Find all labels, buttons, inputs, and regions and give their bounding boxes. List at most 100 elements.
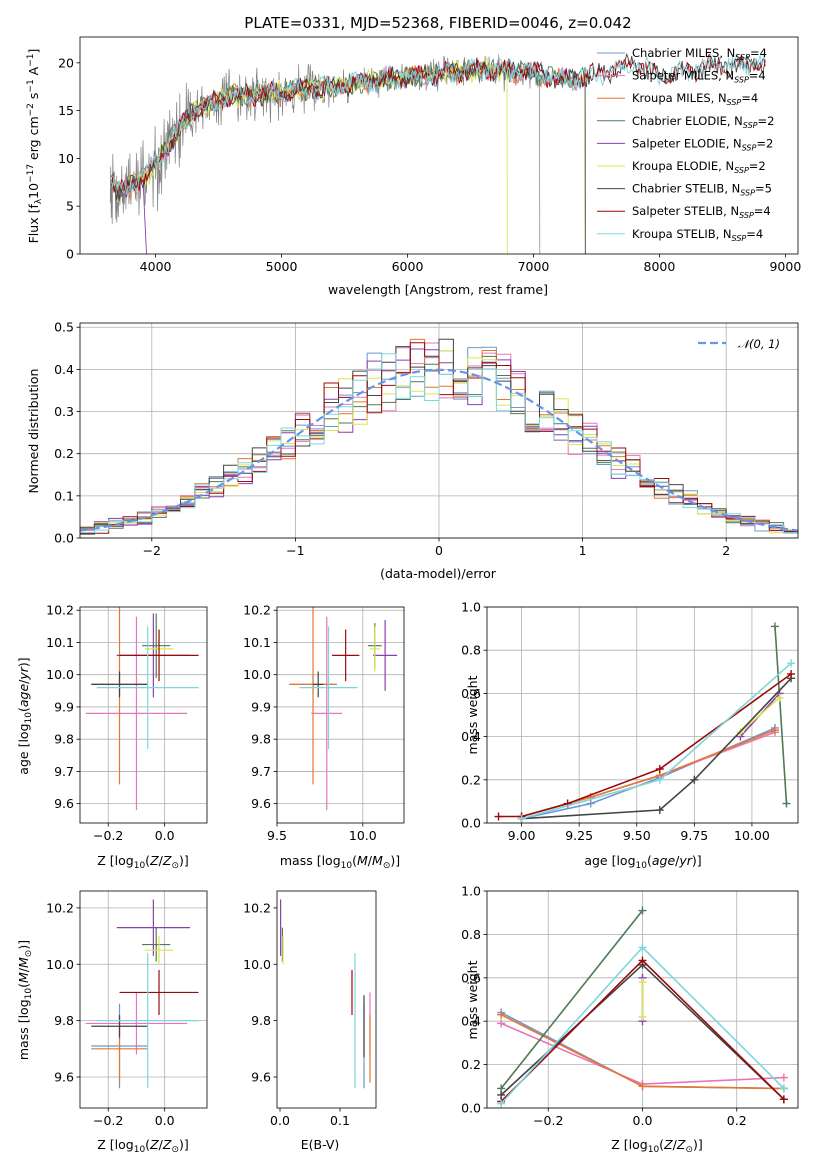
y-tick-label: 0.2 xyxy=(461,1057,481,1072)
series-marker xyxy=(787,659,796,668)
legend-entry: Kroupa ELODIE, NSSP=2 xyxy=(632,159,766,175)
y-tick-label: 9.6 xyxy=(54,1070,74,1085)
kroupa-stelib-series xyxy=(517,659,796,823)
axes-frame xyxy=(486,606,799,824)
series-line xyxy=(521,677,792,820)
series-marker xyxy=(638,1012,647,1021)
salpeter-elodie-point xyxy=(116,899,191,956)
kroupa-stelib-point xyxy=(96,626,199,749)
x-tick-label: 9000 xyxy=(769,259,801,274)
x-tick-label: 5000 xyxy=(266,259,298,274)
legend-subscript: SSP xyxy=(742,143,757,152)
legend-value: =2 xyxy=(756,136,773,150)
y-tick-label: 0.0 xyxy=(54,531,74,546)
kroupa-miles-model-line xyxy=(111,60,586,254)
y-tick-label: 0.8 xyxy=(461,643,481,658)
legend-value: =2 xyxy=(749,159,766,173)
salpeter-elodie-point xyxy=(373,619,398,691)
weight-vs-age-panel: 9.00 9.25 9.50 9.75 10.000.00.20.40.60.81.0 … xyxy=(461,600,799,871)
legend-entry: 𝒩(0, 1) xyxy=(738,337,780,351)
kroupa-stelib-histogram xyxy=(80,353,798,534)
weight-vs-Z-ylabel: mass weight xyxy=(465,960,480,1039)
y-tick-label: 10.1 xyxy=(243,635,271,650)
axes-frame xyxy=(276,606,405,824)
weight-vs-Z-xlabel: Z [log10(Z/Z⊙)] xyxy=(611,1137,703,1155)
series-line xyxy=(498,673,792,818)
x-tick-label: 10.0 xyxy=(349,828,377,843)
kroupa-elodie-series xyxy=(736,693,784,737)
spectrum-title: PLATE=0331, MJD=52368, FIBERID=0046, z=0… xyxy=(244,14,631,32)
age-vs-Z-xlabel: Z [log10(Z/Z⊙)] xyxy=(97,853,189,871)
residuals-panel: −2 −1 0 1 2 0.0 0.1 0.2 0.3 0.4 0.5 (data-model)/e… xyxy=(26,320,799,581)
legend-value: =4 xyxy=(750,46,767,60)
x-tick-label: −1 xyxy=(286,543,304,558)
y-tick-label: 9.9 xyxy=(251,699,271,714)
salpeter-miles-point xyxy=(85,616,188,811)
legend-value: =4 xyxy=(741,91,758,105)
plot-content xyxy=(497,906,788,1108)
kroupa-elodie-point xyxy=(369,626,380,672)
series-marker xyxy=(638,1082,647,1091)
kroupa-stelib-model-line xyxy=(111,53,766,195)
x-tick-label: 2 xyxy=(722,543,730,558)
series-marker xyxy=(655,806,664,815)
plot-content xyxy=(85,899,199,1089)
legend-entry: Kroupa MILES, NSSP=4 xyxy=(632,91,758,107)
residuals-ylabel: Normed distribution xyxy=(26,369,41,494)
mass-vs-Z-xlabel: Z [log10(Z/Z⊙)] xyxy=(97,1137,189,1155)
chabrier-stelib-point xyxy=(91,1015,148,1038)
legend-value: =4 xyxy=(749,69,766,83)
y-tick-label: 10.2 xyxy=(46,603,74,618)
plot-content xyxy=(280,899,371,1089)
series-line xyxy=(774,626,788,804)
y-tick-label: 0.4 xyxy=(461,729,481,744)
salpeter-miles-point xyxy=(85,992,188,1055)
residuals-legend: 𝒩(0, 1) xyxy=(698,337,780,351)
mass-vs-extinction-panel: 0.0 0.1 9.6 9.8 10.0 10.2 E(B-V) xyxy=(243,890,377,1152)
kroupa-stelib-series xyxy=(497,943,788,1108)
salpeter-miles-point xyxy=(311,616,343,811)
y-tick-label: 0.6 xyxy=(461,970,481,985)
y-tick-label: 15 xyxy=(58,103,74,118)
x-tick-label: −2 xyxy=(143,543,161,558)
x-tick-label: 6000 xyxy=(392,259,424,274)
axes-frame xyxy=(486,890,799,1109)
series-marker xyxy=(638,978,647,987)
axes-frame xyxy=(276,890,377,1109)
series-marker xyxy=(517,814,526,823)
normal-curve-line xyxy=(80,368,798,532)
chabrier-elodie-series xyxy=(770,622,791,808)
plot-content xyxy=(109,52,766,254)
y-tick-label: 1.0 xyxy=(461,600,481,615)
legend-entry: Salpeter ELODIE, NSSP=2 xyxy=(632,136,773,152)
series-marker xyxy=(787,669,796,678)
y-tick-label: 10.0 xyxy=(243,957,271,972)
grid-lines xyxy=(80,891,207,1108)
x-tick-label: 0.1 xyxy=(330,1113,350,1128)
x-tick-label: 9.25 xyxy=(565,828,593,843)
plot-content xyxy=(85,607,199,811)
series-marker xyxy=(770,726,779,735)
x-tick-label: −0.2 xyxy=(533,1113,563,1128)
series-marker xyxy=(779,1095,788,1104)
legend-value: =4 xyxy=(746,227,763,241)
series-marker xyxy=(638,943,647,952)
y-tick-label: 9.6 xyxy=(251,1070,271,1085)
legend-value: =2 xyxy=(758,114,775,128)
spectrum-panel: 4000 5000 6000 7000 8000 9000 0 5 10 15 20 PLATE=0… xyxy=(26,14,801,297)
age-vs-mass-xlabel: mass [log10(M/M⊙)] xyxy=(280,853,400,871)
plot-content xyxy=(289,607,398,811)
legend-entry: Salpeter STELIB, NSSP=4 xyxy=(632,204,771,220)
salpeter-miles-model-line xyxy=(111,60,586,254)
legend-entry: Chabrier STELIB, NSSP=5 xyxy=(632,182,772,198)
residuals-xlabel: (data-model)/error xyxy=(380,566,497,581)
series-marker xyxy=(779,1073,788,1082)
series-marker xyxy=(638,906,647,915)
weight-vs-metallicity-panel: −0.2 0.0 0.2 0.0 0.2 0.4 0.6 0.8 1.0 Z [log10(Z/… xyxy=(461,884,799,1155)
spectrum-legend: Chabrier MILES, NSSP=4 Salpeter MILES, NS… xyxy=(597,46,774,243)
axes-frame xyxy=(79,322,799,539)
chabrier-stelib-point xyxy=(91,671,148,698)
x-tick-label: 9.75 xyxy=(680,828,708,843)
legend-entry: Chabrier ELODIE, NSSP=2 xyxy=(632,114,774,130)
legend-entry: Salpeter MILES, NSSP=4 xyxy=(632,69,766,85)
